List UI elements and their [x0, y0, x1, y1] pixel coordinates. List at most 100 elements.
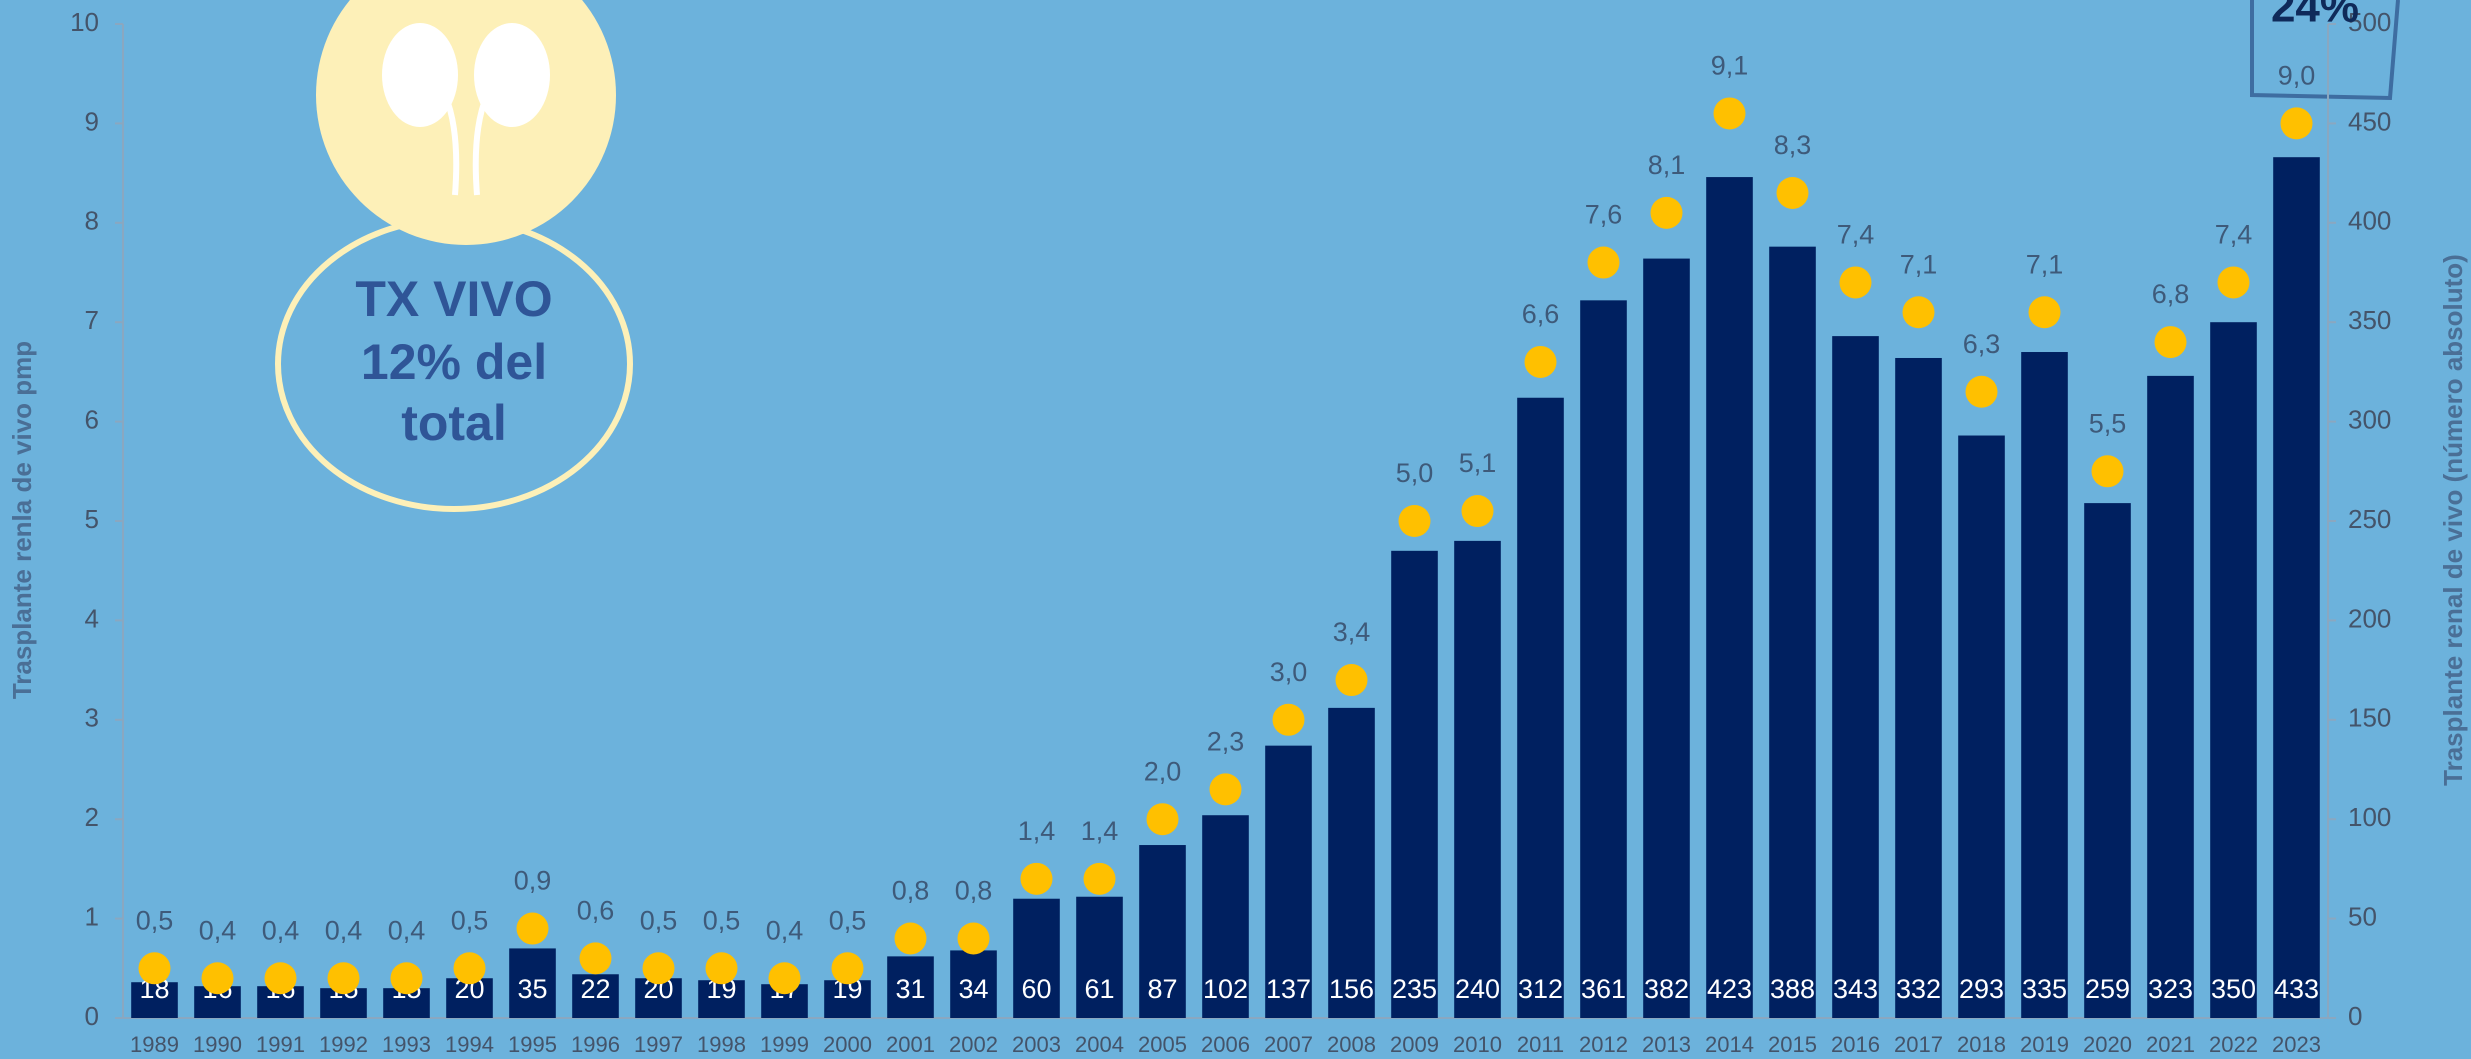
dot-value-label: 2,3: [1207, 727, 1245, 757]
dot: [1839, 266, 1872, 299]
bar: [131, 982, 178, 1018]
dot: [705, 952, 738, 985]
dot-value-label: 1,4: [1081, 816, 1119, 846]
y2-tick-label: 350: [2348, 305, 2391, 335]
dot: [1461, 495, 1494, 528]
x-tick-label: 2022: [2209, 1032, 2258, 1057]
y-tick-label: 2: [85, 802, 99, 832]
x-tick-label: 2014: [1705, 1032, 1754, 1057]
y2-tick-label: 300: [2348, 404, 2391, 434]
bar: [1139, 845, 1186, 1018]
bar: [1265, 745, 1312, 1018]
bar: [1454, 540, 1501, 1018]
x-tick-label: 1992: [319, 1032, 368, 1057]
x-tick-label: 2016: [1831, 1032, 1880, 1057]
bar: [1202, 815, 1249, 1018]
annotation-line: TX VIVO: [355, 271, 552, 327]
dot-value-label: 0,4: [388, 915, 426, 945]
sketch-icon: [2250, 0, 2400, 101]
bar: [887, 956, 934, 1018]
dot-value-label: 9,0: [2278, 61, 2316, 91]
x-tick-label: 2020: [2083, 1032, 2132, 1057]
x-tick-label: 2009: [1390, 1032, 1439, 1057]
y-tick-label: 3: [85, 703, 99, 733]
bar-value-label: 156: [1329, 974, 1374, 1004]
bar-value-label: 312: [1518, 974, 1563, 1004]
bar-value-label: 31: [895, 974, 925, 1004]
x-tick-label: 2019: [2020, 1032, 2069, 1057]
y-tick-label: 9: [85, 106, 99, 136]
bar: [1328, 707, 1375, 1018]
dot-value-label: 0,5: [703, 905, 741, 935]
dot-value-label: 2,0: [1144, 756, 1182, 786]
x-tick-label: 1995: [508, 1032, 557, 1057]
bar: [2021, 352, 2068, 1018]
bar: [1580, 300, 1627, 1018]
bar: [1895, 357, 1942, 1018]
dot-value-label: 0,8: [955, 876, 993, 906]
bar-value-label: 361: [1581, 974, 1626, 1004]
dot: [957, 922, 990, 955]
x-tick-label: 2004: [1075, 1032, 1124, 1057]
y2-tick-label: 400: [2348, 206, 2391, 236]
dot: [831, 952, 864, 985]
x-tick-label: 2008: [1327, 1032, 1376, 1057]
bar-value-label: 137: [1266, 974, 1311, 1004]
bar-value-label: 87: [1147, 974, 1177, 1004]
y2-tick-label: 100: [2348, 802, 2391, 832]
dot-value-label: 1,4: [1018, 816, 1056, 846]
x-tick-label: 1996: [571, 1032, 620, 1057]
dot: [2091, 455, 2124, 488]
dot-value-label: 5,1: [1459, 448, 1497, 478]
dot: [1398, 505, 1431, 537]
y-tick-label: 5: [85, 504, 99, 534]
dot: [1335, 664, 1368, 697]
x-tick-label: 1998: [697, 1032, 746, 1057]
dot-value-label: 0,6: [577, 895, 615, 925]
bar-value-label: 259: [2085, 974, 2130, 1004]
dot: [1524, 345, 1557, 378]
x-tick-label: 2018: [1957, 1032, 2006, 1057]
dot-value-label: 7,1: [2026, 249, 2064, 279]
dot-value-label: 6,3: [1963, 329, 2001, 359]
y-tick-label: 10: [70, 7, 99, 37]
bar-value-label: 35: [517, 974, 547, 1004]
bar-value-label: 423: [1707, 974, 1752, 1004]
y2-tick-label: 500: [2348, 7, 2391, 37]
y2-tick-label: 50: [2348, 901, 2377, 931]
dot-value-label: 7,6: [1585, 200, 1623, 230]
x-tick-label: 2010: [1453, 1032, 1502, 1057]
dot-value-label: 7,4: [1837, 220, 1875, 250]
annotation-line: 12% del: [361, 334, 547, 390]
dot: [2154, 326, 2187, 359]
bar-value-label: 382: [1644, 974, 1689, 1004]
dot: [138, 952, 171, 985]
bar-value-label: 240: [1455, 974, 1500, 1004]
bar-value-label: 343: [1833, 974, 1878, 1004]
bar: [1391, 550, 1438, 1018]
dot-value-label: 0,4: [325, 915, 363, 945]
bar-value-label: 22: [580, 974, 610, 1004]
bar-value-label: 235: [1392, 974, 1437, 1004]
x-tick-label: 2021: [2146, 1032, 2195, 1057]
x-tick-label: 2012: [1579, 1032, 1628, 1057]
x-tick-label: 1999: [760, 1032, 809, 1057]
x-tick-label: 2003: [1012, 1032, 1061, 1057]
bar: [635, 978, 682, 1018]
y2-axis-label: Trasplante renal de vivo (número absolut…: [2438, 254, 2468, 786]
y2-tick-label: 150: [2348, 703, 2391, 733]
dot: [1020, 862, 1053, 895]
dot: [894, 922, 927, 955]
dot: [1083, 862, 1116, 895]
dot-value-label: 0,5: [451, 905, 489, 935]
kidney-icon: [382, 23, 550, 127]
dot: [1965, 375, 1998, 408]
y2-tick-label: 0: [2348, 1001, 2362, 1031]
bar: [572, 974, 619, 1018]
dot: [453, 952, 486, 985]
dot-value-label: 0,4: [262, 915, 300, 945]
dot-value-label: 5,0: [1396, 458, 1434, 488]
x-tick-label: 2017: [1894, 1032, 1943, 1057]
dot: [1146, 803, 1179, 836]
